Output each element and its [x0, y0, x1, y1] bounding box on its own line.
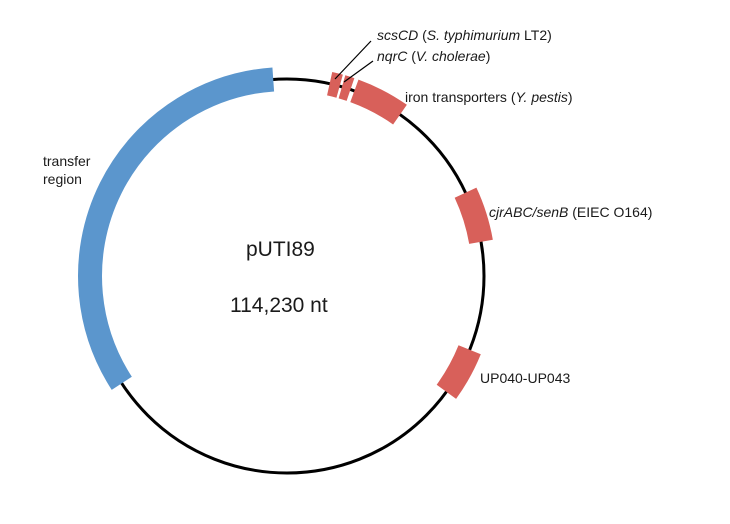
plasmid-name: pUTI89: [246, 238, 315, 261]
plasmid-size: 114,230 nt: [230, 294, 328, 317]
transfer-region-label-line2: region: [43, 171, 82, 187]
nqrc-label: nqrC (V. cholerae): [377, 48, 490, 64]
up040-up043-label: UP040-UP043: [480, 370, 570, 386]
cjrabc-senb-label: cjrABC/senB (EIEC O164): [489, 204, 652, 220]
up040-up043-block: [436, 345, 481, 399]
scscd-label: scsCD (S. typhimurium LT2): [377, 27, 552, 43]
scscd-gene-block: [326, 71, 343, 98]
cjrabc-senb-block: [454, 187, 493, 245]
transfer-region-label: transfer: [43, 153, 91, 169]
nqrc-leader-line: [343, 60, 374, 83]
iron-transporters-block: [350, 79, 407, 125]
scscd-leader-line: [334, 40, 372, 80]
iron-transporters-label: iron transporters (Y. pestis): [405, 89, 573, 105]
nqrc-gene-block: [338, 75, 355, 101]
transfer-region-arc: [78, 67, 275, 390]
